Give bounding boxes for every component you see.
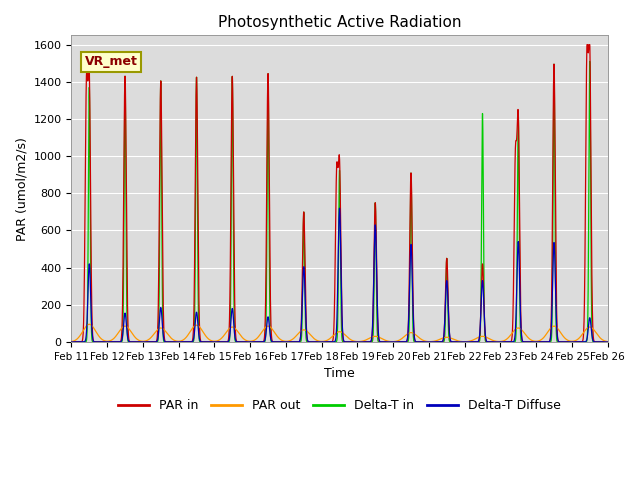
Text: VR_met: VR_met xyxy=(85,55,138,68)
Legend: PAR in, PAR out, Delta-T in, Delta-T Diffuse: PAR in, PAR out, Delta-T in, Delta-T Dif… xyxy=(113,394,566,417)
Title: Photosynthetic Active Radiation: Photosynthetic Active Radiation xyxy=(218,15,461,30)
Y-axis label: PAR (umol/m2/s): PAR (umol/m2/s) xyxy=(15,137,28,240)
X-axis label: Time: Time xyxy=(324,367,355,380)
